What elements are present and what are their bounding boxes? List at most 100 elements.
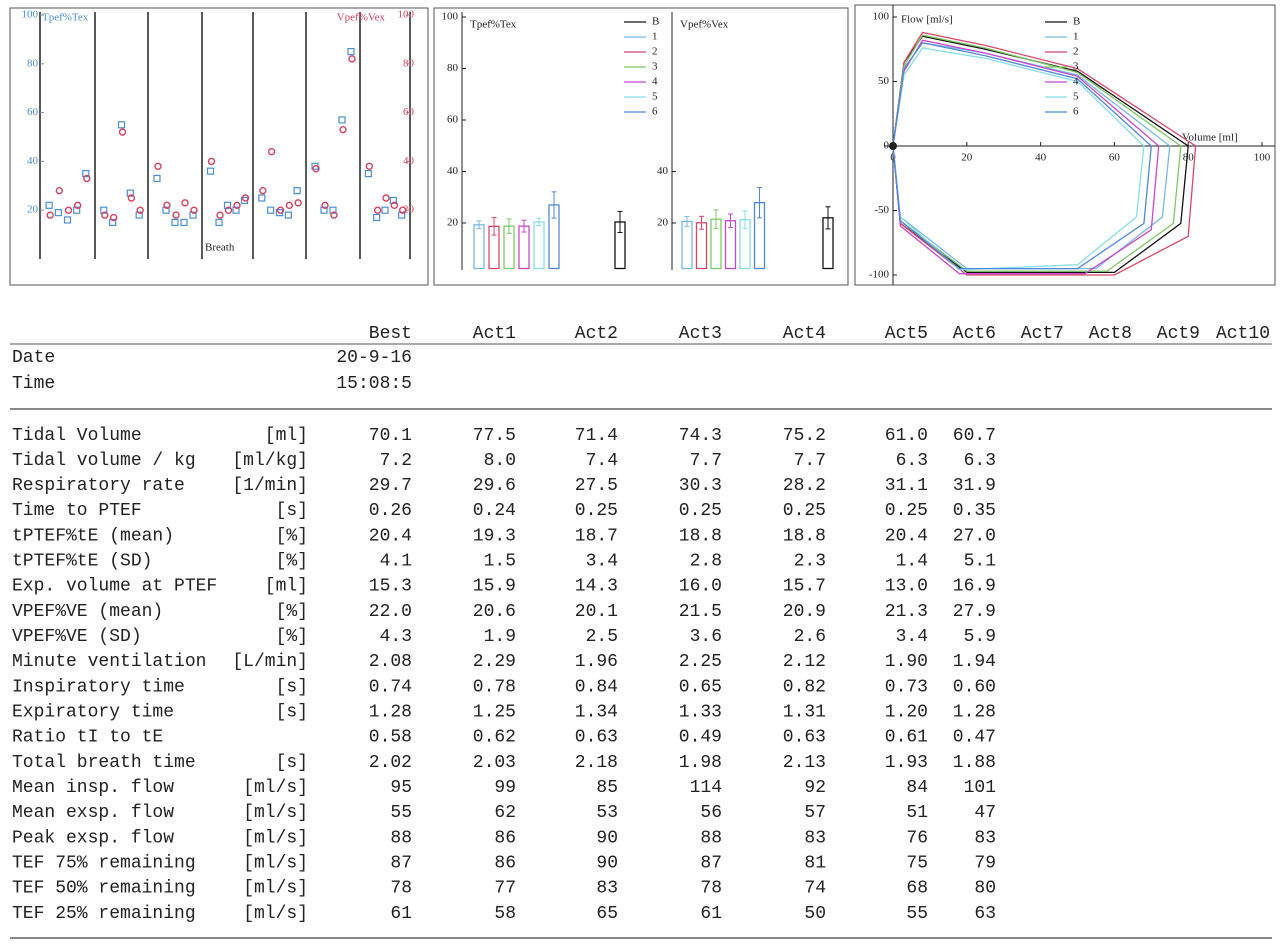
vpef-point	[154, 162, 162, 170]
cell-value: 15.7	[783, 577, 826, 597]
cell-value: 1.90	[885, 652, 928, 672]
cell-value: 84	[906, 778, 928, 798]
y-tick-label: -100	[869, 269, 890, 281]
tpef-point	[162, 206, 170, 214]
tpef-point	[180, 218, 188, 226]
flow-volume-loop	[892, 34, 1182, 272]
column-header: Act3	[679, 324, 722, 344]
panel-frame	[854, 4, 1276, 286]
cell-value: 0.62	[473, 728, 516, 748]
vpef-point	[365, 162, 374, 170]
vpef-point	[109, 213, 118, 222]
tpef-point	[364, 170, 372, 178]
legend-label: 6	[1073, 106, 1079, 118]
row-label: Time to PTEF	[12, 501, 142, 521]
row-label: VPEF%VE (mean)	[12, 602, 163, 622]
cell-value: 19.3	[473, 526, 516, 546]
cell-value: 15.3	[369, 577, 412, 597]
vpef-point	[390, 201, 399, 210]
cell-value: 61.0	[885, 426, 928, 446]
legend-label: 4	[652, 76, 658, 88]
cell-value: 87	[700, 853, 722, 873]
tpef-point	[284, 211, 292, 219]
cell-value: 6.3	[964, 451, 996, 471]
cell-value: 5.1	[964, 552, 996, 572]
cell-value: 56	[700, 803, 722, 823]
row-label: tPTEF%tE (mean)	[12, 526, 174, 546]
cell-value: 1.88	[953, 753, 996, 773]
cell-value: 18.8	[783, 526, 826, 546]
meta-value: 15:08:5	[336, 374, 412, 394]
cell-value: 0.63	[783, 728, 826, 748]
cell-value: 0.78	[473, 677, 516, 697]
legend-label: 4	[1073, 76, 1079, 88]
vpef-point	[207, 157, 216, 166]
y-tick-label: 20	[657, 217, 669, 229]
y-tick-label: 20	[27, 204, 39, 216]
row-unit: [1/min]	[232, 476, 308, 496]
vpef-point	[330, 211, 338, 219]
cell-value: 50	[804, 904, 826, 924]
cell-value: 1.28	[953, 703, 996, 723]
tpef-point	[232, 206, 240, 214]
cell-value: 0.26	[369, 501, 412, 521]
row-unit: [ml/s]	[243, 904, 308, 924]
row-unit: [ml/kg]	[232, 451, 308, 471]
cell-value: 0.25	[575, 501, 618, 521]
vpef-point	[190, 206, 198, 214]
left-axis-label: Tpef%Tex	[42, 12, 89, 24]
meta-label: Time	[12, 374, 55, 394]
row-unit: [ml]	[265, 577, 308, 597]
cell-value: 8.0	[484, 451, 516, 471]
cell-value: 86	[494, 828, 516, 848]
row-unit: [s]	[276, 703, 308, 723]
column-header: Act5	[885, 324, 928, 344]
vpef-point	[64, 206, 73, 214]
vpef-point	[55, 186, 64, 195]
cell-value: 51	[906, 803, 928, 823]
cell-value: 0.49	[679, 728, 722, 748]
cell-value: 74.3	[679, 426, 722, 446]
cell-value: 70.1	[369, 426, 412, 446]
tpef-point	[82, 170, 90, 178]
cell-value: 0.24	[473, 501, 516, 521]
vpef-point	[276, 206, 285, 214]
x-tick-label: 0	[890, 152, 896, 164]
vpef-point	[118, 128, 127, 136]
panel-frame	[433, 7, 849, 286]
tpef-point	[347, 47, 355, 56]
cell-value: 3.4	[586, 552, 618, 572]
row-label: Tidal Volume	[12, 426, 142, 446]
legend-label: B	[652, 16, 659, 28]
tpef-point	[45, 201, 53, 209]
cell-value: 21.5	[679, 602, 722, 622]
column-header: Act7	[1021, 324, 1064, 344]
row-unit: [s]	[276, 677, 308, 697]
vpef-point	[73, 201, 82, 210]
cell-value: 2.08	[369, 652, 412, 672]
cell-value: 1.98	[679, 753, 722, 773]
tpef-point	[153, 174, 161, 183]
legend-label: 3	[652, 61, 658, 73]
cell-value: 0.61	[885, 728, 928, 748]
cell-value: 58	[494, 904, 516, 924]
column-header: Act9	[1157, 324, 1200, 344]
cell-value: 1.28	[369, 703, 412, 723]
subplot-title: Vpef%Vex	[680, 19, 729, 31]
vpef-point	[294, 199, 302, 207]
cell-value: 1.93	[885, 753, 928, 773]
cell-value: 31.9	[953, 476, 996, 496]
row-label: Peak exsp. flow	[12, 828, 174, 848]
row-label: Mean exsp. flow	[12, 803, 174, 823]
y-tick-label: 100	[22, 9, 39, 21]
vpef-point	[348, 55, 356, 63]
cell-value: 87	[390, 853, 412, 873]
cell-value: 90	[596, 853, 618, 873]
row-unit: [%]	[276, 602, 308, 622]
legend-label: 3	[1073, 61, 1079, 73]
row-unit: [%]	[276, 526, 308, 546]
tpef-point	[135, 211, 143, 219]
cell-value: 20.4	[885, 526, 928, 546]
cell-value: 0.63	[575, 728, 618, 748]
